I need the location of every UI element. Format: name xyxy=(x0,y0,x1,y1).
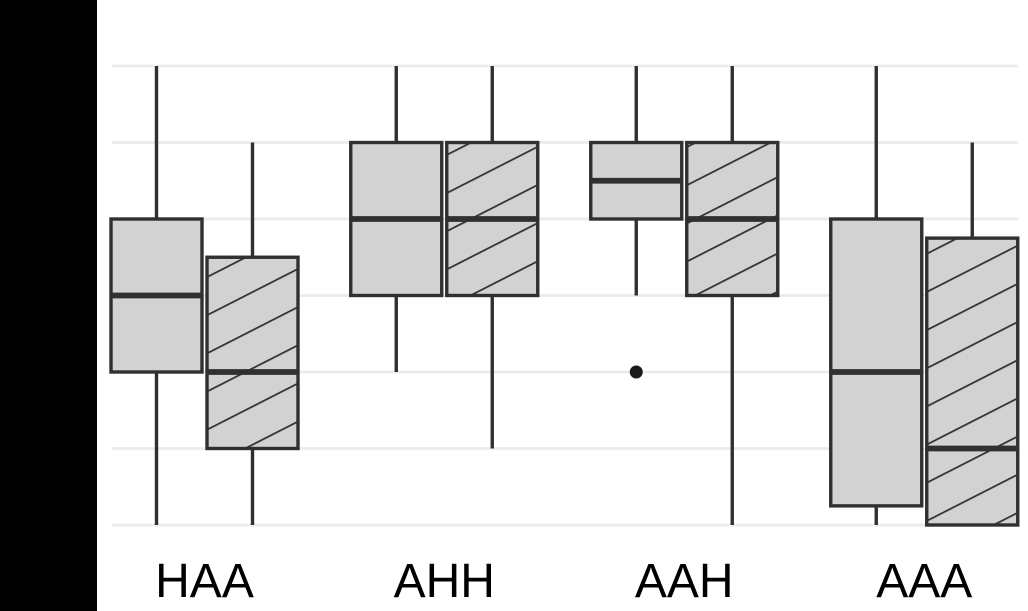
box-HAA-hatched xyxy=(205,255,300,451)
category-label-aah: AAH xyxy=(635,555,734,608)
category-label-aaa: AAA xyxy=(876,555,972,608)
category-labels: HAA AHH AAH AAA xyxy=(155,555,972,608)
category-label-ahh: AHH xyxy=(394,555,495,608)
outlier-point xyxy=(629,365,643,379)
box-AAA-plain xyxy=(829,217,924,508)
series-hatched xyxy=(205,66,1020,527)
series-plain xyxy=(109,66,924,525)
box-AAA-hatched xyxy=(925,236,1020,527)
left-black-bar xyxy=(0,0,97,611)
category-label-haa: HAA xyxy=(155,555,254,608)
